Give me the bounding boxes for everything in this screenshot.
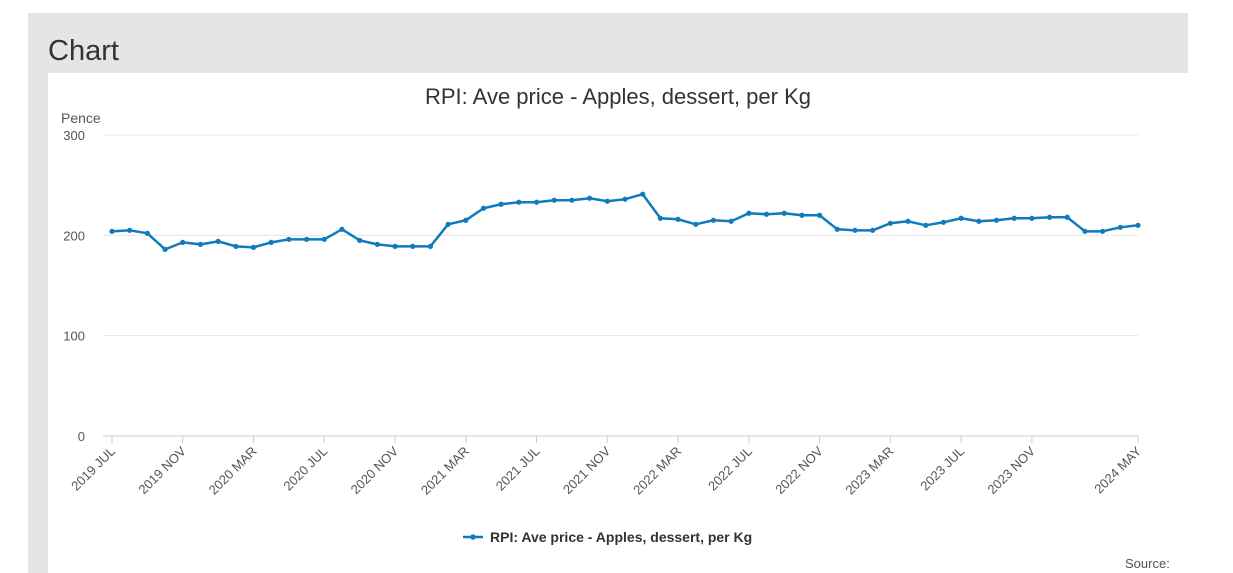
data-point <box>197 241 204 247</box>
data-point <box>1046 214 1053 220</box>
data-point <box>587 195 593 201</box>
source-label: Source: <box>1125 556 1170 571</box>
data-point <box>357 237 363 243</box>
data-point <box>109 228 115 234</box>
data-point <box>1011 215 1017 221</box>
x-tick-label: 2023 NOV <box>984 443 1038 497</box>
x-tick-label: 2022 NOV <box>772 443 826 497</box>
data-point <box>781 210 787 216</box>
line-chart: RPI: Ave price - Apples, dessert, per Kg… <box>61 84 1170 571</box>
data-point <box>852 227 858 233</box>
data-point <box>905 218 911 224</box>
y-tick-label: 0 <box>78 429 85 444</box>
data-point <box>286 236 292 242</box>
data-point <box>958 215 964 221</box>
data-point <box>180 239 186 245</box>
data-point <box>392 243 398 249</box>
data-point <box>887 220 893 226</box>
x-tick-label: 2020 MAR <box>206 444 260 498</box>
x-tick-label: 2020 NOV <box>348 443 402 497</box>
x-tick-label: 2019 JUL <box>68 444 118 494</box>
data-point <box>516 199 522 205</box>
data-point <box>321 236 327 242</box>
y-tick-label: 300 <box>63 128 85 143</box>
x-tick-label: 2023 MAR <box>842 444 896 498</box>
series-line <box>111 192 1139 251</box>
data-point <box>657 215 663 221</box>
data-point <box>127 227 133 233</box>
data-point <box>834 226 840 232</box>
data-point <box>622 196 628 202</box>
data-point <box>215 238 221 244</box>
data-point <box>1082 228 1088 234</box>
data-point <box>976 218 982 224</box>
data-point <box>710 217 717 223</box>
x-tick-label: 2021 MAR <box>418 444 472 498</box>
data-point <box>427 243 434 249</box>
chart-panel: Chart RPI: Ave price - Apples, dessert, … <box>28 13 1188 573</box>
data-point <box>940 219 947 225</box>
data-point <box>374 241 380 247</box>
data-point <box>675 216 681 222</box>
chart-area: RPI: Ave price - Apples, dessert, per Kg… <box>48 73 1188 573</box>
data-point <box>339 226 345 232</box>
data-point <box>1117 224 1123 230</box>
data-point <box>870 227 876 233</box>
data-point <box>799 212 805 218</box>
x-tick-label: 2023 JUL <box>917 444 967 494</box>
data-point <box>533 199 540 205</box>
data-point <box>569 197 575 203</box>
data-point <box>728 218 734 224</box>
data-point <box>268 239 274 245</box>
data-point <box>1029 215 1035 221</box>
x-tick-label: 2020 JUL <box>280 444 330 494</box>
data-point <box>250 244 257 250</box>
y-tick-label: 100 <box>63 329 85 344</box>
x-tick-label: 2024 MAY <box>1091 443 1144 496</box>
legend-marker <box>470 534 476 540</box>
y-tick-label: 200 <box>63 228 85 243</box>
data-point <box>1064 214 1070 220</box>
data-point <box>816 212 823 218</box>
data-point <box>498 201 504 207</box>
data-point <box>1135 222 1141 228</box>
data-point <box>923 222 929 228</box>
data-point <box>693 221 699 227</box>
x-tick-label: 2019 NOV <box>135 443 189 497</box>
x-tick-label: 2021 NOV <box>560 443 614 497</box>
data-point <box>763 211 770 217</box>
panel-title: Chart <box>48 35 119 67</box>
data-point <box>144 230 150 236</box>
x-tick-label: 2022 JUL <box>705 444 755 494</box>
data-point <box>551 197 557 203</box>
chart-title: RPI: Ave price - Apples, dessert, per Kg <box>425 84 811 109</box>
y-axis-label: Pence <box>61 110 101 126</box>
data-point <box>162 246 168 252</box>
data-point <box>604 198 610 204</box>
legend-label: RPI: Ave price - Apples, dessert, per Kg <box>490 529 752 545</box>
x-tick-label: 2022 MAR <box>630 444 684 498</box>
data-point <box>410 243 416 249</box>
data-point <box>303 236 310 242</box>
data-point <box>233 243 239 249</box>
data-point <box>1100 228 1106 234</box>
data-point <box>746 210 752 216</box>
data-point <box>993 217 1000 223</box>
data-point <box>463 217 469 223</box>
x-tick-label: 2021 JUL <box>493 444 543 494</box>
data-point <box>640 191 646 197</box>
data-point <box>445 221 451 227</box>
data-point <box>480 205 487 211</box>
